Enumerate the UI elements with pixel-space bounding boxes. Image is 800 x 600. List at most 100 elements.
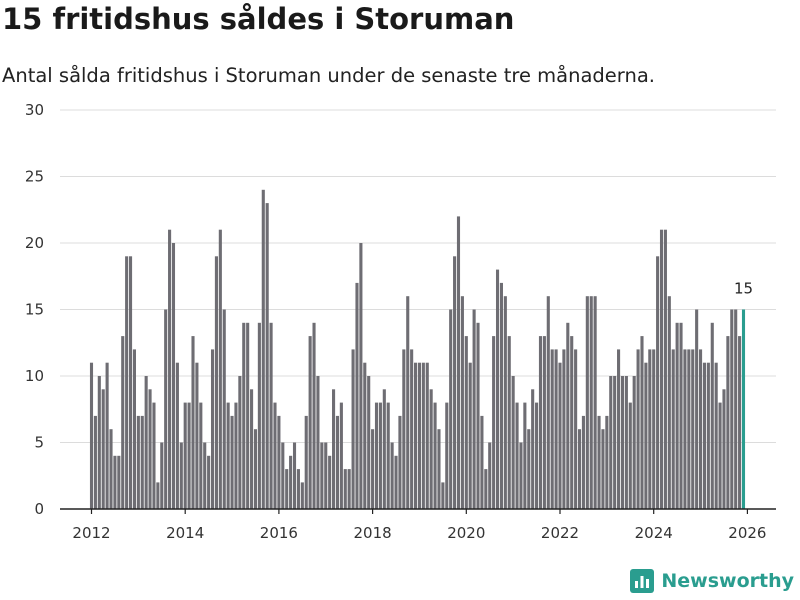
bar <box>121 336 125 509</box>
bar <box>320 442 324 509</box>
bar <box>726 336 730 509</box>
page-subtitle: Antal sålda fritidshus i Storuman under … <box>2 64 655 87</box>
bar <box>195 362 199 509</box>
bar <box>702 362 707 509</box>
bar <box>296 469 300 509</box>
bar <box>652 349 656 509</box>
x-tick-label: 2020 <box>447 524 485 542</box>
bar <box>371 429 375 509</box>
bars <box>89 189 746 510</box>
bar <box>89 362 94 509</box>
bar <box>577 429 582 509</box>
y-tick-label: 30 <box>25 101 44 119</box>
bar <box>550 349 554 509</box>
bar <box>558 362 562 509</box>
bar <box>613 376 617 509</box>
bar <box>210 349 215 509</box>
y-tick-label: 10 <box>25 367 44 385</box>
bar <box>406 296 410 509</box>
bar <box>484 469 488 509</box>
bar <box>257 322 261 509</box>
y-tick-label: 5 <box>34 434 44 452</box>
bar <box>117 455 121 509</box>
bar <box>199 402 203 509</box>
bar <box>203 442 207 509</box>
newsworthy-icon <box>630 569 655 593</box>
bar <box>144 376 148 509</box>
bar <box>214 256 218 509</box>
bar <box>503 296 507 509</box>
bar <box>620 376 625 509</box>
bar <box>355 282 359 509</box>
brand-name: Newsworthy <box>661 570 794 592</box>
bar <box>499 282 503 509</box>
bar <box>175 362 179 509</box>
bar <box>714 362 718 509</box>
bar <box>93 415 97 509</box>
bar <box>152 402 156 509</box>
bar <box>386 402 390 509</box>
bar <box>597 415 601 509</box>
bar <box>734 309 738 509</box>
y-tick-label: 20 <box>25 234 44 252</box>
y-axis-ticks: 0 5 10 15 20 25 30 <box>25 101 44 518</box>
bar <box>187 402 191 509</box>
bar <box>624 376 628 509</box>
bar <box>312 322 316 509</box>
bar <box>394 455 398 509</box>
x-tick-label: 2016 <box>260 524 298 542</box>
page-title: 15 fritidshus såldes i Storuman <box>2 2 515 36</box>
bar <box>546 296 550 509</box>
bar <box>538 336 543 509</box>
bar <box>347 469 351 509</box>
bar <box>609 376 613 509</box>
bar <box>160 442 164 509</box>
bar <box>402 349 406 509</box>
bar <box>632 376 636 509</box>
bar <box>273 402 277 509</box>
bar <box>460 296 464 509</box>
bar <box>179 442 183 509</box>
bar <box>238 376 242 509</box>
x-axis-ticks: 2012 2014 2016 2018 2020 2022 2024 2026 <box>72 509 766 542</box>
bar <box>351 349 355 509</box>
bar <box>495 269 500 509</box>
bar <box>253 429 258 509</box>
bar <box>281 442 285 509</box>
bar <box>429 389 433 509</box>
bar <box>300 482 304 509</box>
bar <box>222 309 226 509</box>
bar <box>574 349 578 509</box>
bar <box>324 442 328 509</box>
bar <box>648 349 652 509</box>
bar <box>308 336 312 509</box>
bar <box>722 389 726 509</box>
bar <box>640 336 644 509</box>
bar <box>535 402 539 509</box>
bar <box>507 336 511 509</box>
bar <box>441 482 445 509</box>
bar <box>277 415 281 509</box>
bar <box>125 256 129 509</box>
bar <box>488 442 492 509</box>
bar <box>691 349 695 509</box>
bar <box>566 322 570 509</box>
latest-value-label: 15 <box>734 280 753 298</box>
bar <box>269 322 273 509</box>
bar <box>644 362 648 509</box>
bar <box>316 376 320 509</box>
bar <box>332 389 336 509</box>
bar <box>519 442 523 509</box>
bar <box>156 482 160 509</box>
bar <box>570 336 574 509</box>
bar <box>250 389 254 509</box>
bar <box>374 402 379 509</box>
bar <box>667 296 671 509</box>
bar <box>140 415 144 509</box>
bar <box>363 362 367 509</box>
bar <box>527 429 531 509</box>
bar <box>101 389 105 509</box>
bar <box>671 349 675 509</box>
bar <box>164 309 168 509</box>
bar <box>464 336 468 509</box>
